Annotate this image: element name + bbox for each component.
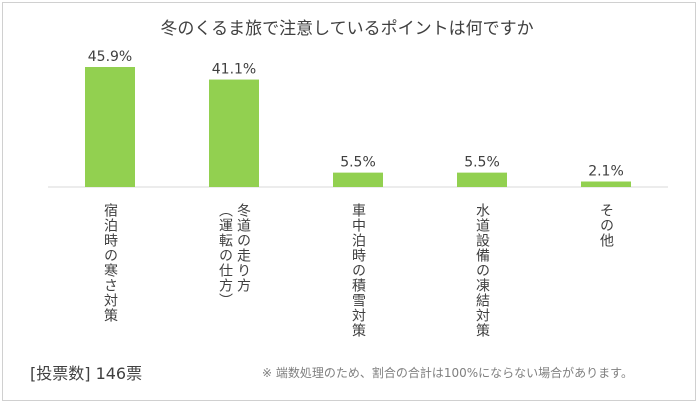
chart-title: 冬のくるま旅で注意しているポイントは何ですか [160,19,534,39]
bar-2 [209,79,259,187]
rounding-note: ※ 端数処理のため、割合の合計は100%にならない場合があります。 [262,366,633,380]
bar-4 [457,172,507,187]
data-label-4: 5.5% [464,155,500,171]
data-label-1: 45.9% [88,49,132,65]
bar-1 [85,67,135,187]
bar-5 [581,181,631,187]
bar-3 [333,172,383,187]
category-label-2-1: 冬道の走り方 [235,203,251,293]
category-label-2-2: （運転の仕方） [217,203,233,308]
data-label-2: 41.1% [212,62,256,78]
data-label-3: 5.5% [340,155,376,171]
vote-count: [投票数] 146票 [30,364,143,383]
category-label-4: 水道設備の凍結対策 [474,203,490,338]
category-label-3: 車中泊時の積雪対策 [350,202,366,338]
data-label-5: 2.1% [588,164,624,180]
category-label-5: その他 [598,203,614,248]
category-label-1: 宿泊時の寒さ対策 [102,202,118,323]
